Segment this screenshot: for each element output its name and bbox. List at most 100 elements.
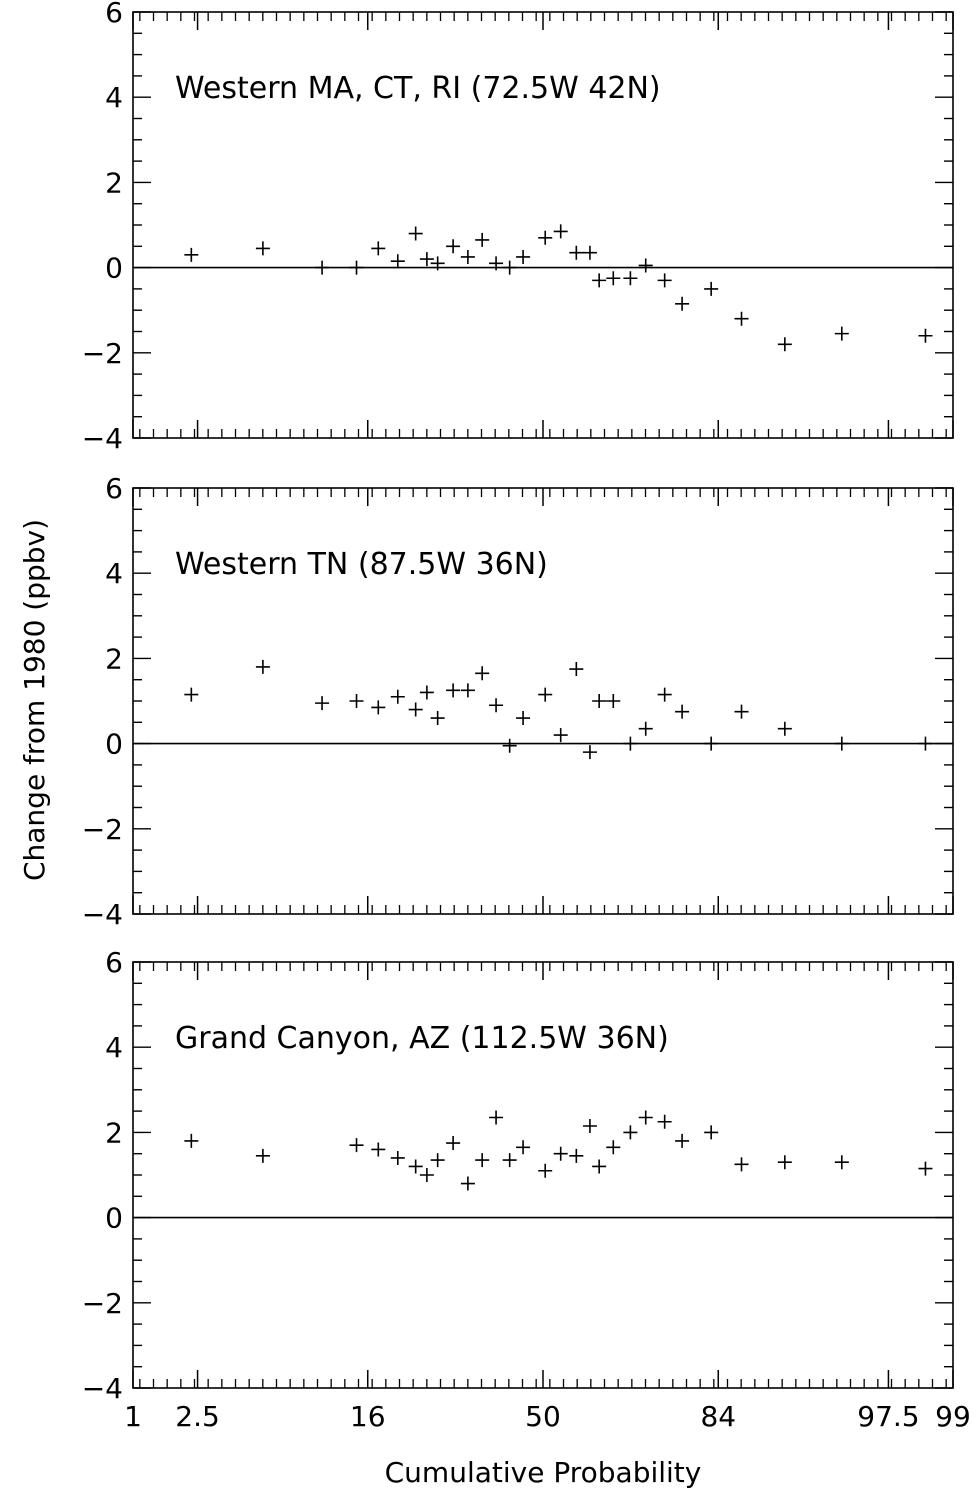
y-tick-label: 4: [105, 81, 123, 114]
data-point: [606, 1140, 621, 1155]
data-point: [734, 1157, 749, 1172]
y-tick-label: −4: [82, 422, 123, 455]
data-point: [371, 700, 386, 715]
x-tick-label: 84: [700, 1400, 736, 1433]
y-tick-label: −2: [82, 1287, 123, 1320]
x-tick-label: 2.5: [175, 1400, 220, 1433]
data-point: [704, 1125, 719, 1140]
data-point: [390, 1150, 405, 1165]
data-point: [516, 711, 531, 726]
data-point: [390, 689, 405, 704]
data-point: [430, 711, 445, 726]
data-point: [582, 245, 597, 260]
data-point: [371, 241, 386, 256]
panel-title: Western TN (87.5W 36N): [175, 547, 548, 582]
y-tick-label: 0: [105, 1202, 123, 1235]
data-point: [419, 1168, 434, 1182]
data-point: [446, 1136, 461, 1151]
data-point: [516, 1140, 531, 1155]
x-tick-label: 50: [525, 1400, 561, 1433]
panel-title: Western MA, CT, RI (72.5W 42N): [175, 71, 661, 106]
data-point: [502, 738, 517, 753]
data-point: [502, 1153, 517, 1168]
data-point: [638, 1110, 653, 1125]
panel-3: −4 −2 0 2 4 6 Grand Canyon, AZ (112.5W 36N): [82, 946, 954, 1405]
data-point: [675, 296, 690, 311]
data-point: [315, 260, 330, 275]
data-point: [777, 721, 792, 736]
data-point: [489, 1110, 504, 1125]
y-tick-label: −2: [82, 813, 123, 846]
panel-title: Grand Canyon, AZ (112.5W 36N): [175, 1021, 669, 1056]
data-point: [446, 683, 461, 698]
data-point: [638, 721, 653, 736]
panel-1: −4 −2 0 2 4 6 Western MA, CT, RI (72.5W 42N): [82, 0, 954, 455]
data-point: [419, 252, 434, 267]
y-tick-label: 6: [105, 946, 123, 979]
data-point: [704, 281, 719, 296]
y-tick-label: 2: [105, 166, 123, 199]
data-point: [606, 694, 621, 708]
data-point: [704, 736, 719, 751]
data-point: [460, 683, 475, 698]
data-point: [734, 704, 749, 719]
data-point: [657, 687, 672, 702]
data-point: [553, 1146, 568, 1161]
y-tick-label: −2: [82, 337, 123, 370]
data-point: [489, 698, 504, 713]
data-point: [918, 736, 933, 751]
data-point: [408, 226, 423, 241]
data-point: [430, 1153, 445, 1168]
data-point: [569, 1148, 584, 1163]
y-tick-label: 4: [105, 557, 123, 590]
data-points: [184, 1110, 933, 1191]
data-point: [553, 224, 568, 239]
data-points: [184, 224, 933, 352]
data-point: [538, 687, 553, 702]
data-point: [419, 685, 434, 700]
data-point: [777, 1155, 792, 1170]
data-point: [834, 1155, 849, 1170]
x-tick-label: 97.5: [857, 1400, 919, 1433]
panels: −4 −2 0 2 4 6 Western MA, CT, RI (72.5W 42N) −4…: [82, 0, 971, 1433]
data-point: [657, 273, 672, 288]
y-axis-title: Change from 1980 (ppbv): [18, 519, 51, 881]
y-tick-label: 4: [105, 1031, 123, 1064]
data-point: [623, 271, 638, 286]
y-tick-label: −4: [82, 1372, 123, 1405]
y-tick-label: 0: [105, 252, 123, 285]
data-point: [255, 1148, 270, 1163]
y-tick-label: −4: [82, 898, 123, 931]
data-point: [446, 239, 461, 254]
data-point: [582, 745, 597, 760]
data-point: [592, 273, 607, 288]
data-point: [675, 1133, 690, 1148]
data-point: [918, 328, 933, 343]
data-point: [408, 1159, 423, 1174]
data-point: [538, 1163, 553, 1178]
y-tick-label: 6: [105, 472, 123, 505]
data-point: [553, 728, 568, 743]
data-point: [623, 736, 638, 751]
data-point: [918, 1161, 933, 1176]
data-points: [184, 659, 933, 760]
data-point: [184, 1133, 199, 1148]
data-point: [569, 662, 584, 677]
data-point: [516, 249, 531, 264]
data-point: [538, 230, 553, 245]
data-point: [460, 249, 475, 264]
y-tick-label: 2: [105, 642, 123, 675]
data-point: [371, 1142, 386, 1157]
y-tick-label: 2: [105, 1116, 123, 1149]
data-point: [315, 696, 330, 711]
data-point: [475, 666, 490, 681]
data-point: [592, 1159, 607, 1174]
data-point: [349, 260, 364, 275]
y-tick-label: 0: [105, 728, 123, 761]
data-point: [592, 694, 607, 708]
data-point: [408, 702, 423, 717]
x-tick-label: 16: [350, 1400, 386, 1433]
x-tick-label: 1: [124, 1400, 142, 1433]
data-point: [430, 256, 445, 271]
